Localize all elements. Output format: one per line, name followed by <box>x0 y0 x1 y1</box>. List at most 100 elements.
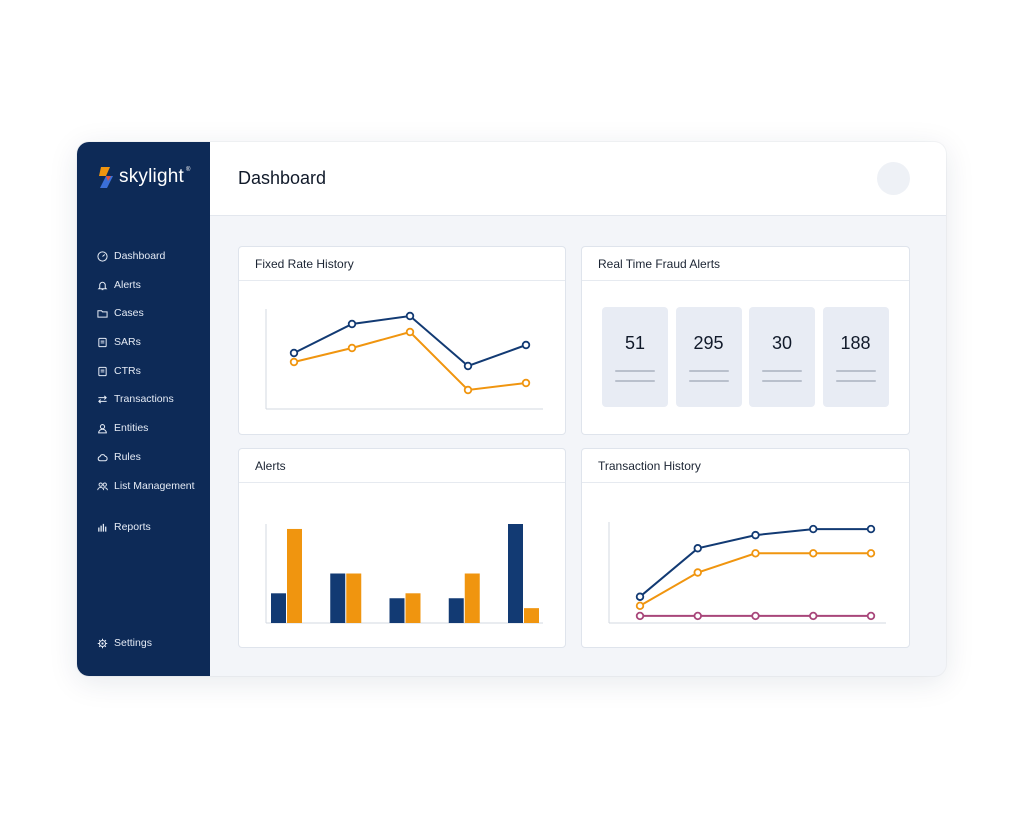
fraud-stat-tile[interactable]: 30 <box>749 307 815 407</box>
bar <box>464 573 480 623</box>
data-point <box>866 549 876 558</box>
card-title: Alerts <box>239 449 565 483</box>
transaction-history-chart <box>608 522 886 624</box>
sidebar-item-transactions[interactable]: Transactions <box>97 393 207 422</box>
placeholder-line <box>835 380 876 382</box>
data-point <box>405 311 415 321</box>
fixed-rate-history-card: Fixed Rate History <box>238 246 566 435</box>
user-icon <box>98 424 107 434</box>
sidebar-item-label: Reports <box>114 520 151 533</box>
data-point <box>809 611 818 621</box>
transaction-history-card: Transaction History <box>581 448 910 648</box>
bar-chart-icon <box>98 523 107 532</box>
sidebar: skylight ® Dashboard Alerts Cases SARs <box>77 142 210 676</box>
brand-name: skylight <box>119 166 184 187</box>
brand[interactable]: skylight ® <box>97 164 190 190</box>
avatar[interactable] <box>877 162 910 195</box>
fraud-stat-tile[interactable]: 188 <box>822 307 889 407</box>
data-point <box>751 611 760 621</box>
bar <box>330 573 346 623</box>
fixed-rate-history-chart <box>265 309 543 410</box>
data-point <box>635 611 645 621</box>
bar <box>346 573 362 623</box>
placeholder-line <box>615 380 655 382</box>
bar <box>448 598 464 623</box>
data-point <box>809 549 818 558</box>
fraud-stat-tile[interactable]: 51 <box>602 307 668 407</box>
alerts-chart <box>265 524 543 624</box>
sidebar-item-rules[interactable]: Rules <box>97 451 207 480</box>
bar <box>405 593 421 623</box>
fraud-stat-value: 188 <box>840 333 871 353</box>
sidebar-item-reports[interactable]: Reports <box>97 521 207 550</box>
sidebar-item-ctrs[interactable]: CTRs <box>97 365 207 394</box>
data-point <box>693 544 702 553</box>
bar <box>524 608 539 623</box>
fraud-stat-value: 51 <box>624 333 646 353</box>
data-point <box>635 601 645 611</box>
group-icon <box>97 482 108 490</box>
data-point <box>866 611 876 621</box>
bar <box>508 524 523 623</box>
sidebar-item-settings[interactable]: Settings <box>97 637 152 650</box>
sidebar-item-label: Cases <box>114 307 144 320</box>
bar <box>287 528 302 623</box>
brand-registered-mark: ® <box>185 167 191 173</box>
bar <box>389 598 405 623</box>
data-point <box>463 385 473 395</box>
dashboard-icon <box>97 251 108 262</box>
data-point <box>405 327 415 337</box>
sidebar-item-label: List Management <box>114 479 195 492</box>
sidebar-item-label: Dashboard <box>114 250 166 262</box>
document-icon <box>98 337 107 348</box>
header: Dashboard <box>210 142 946 216</box>
data-point <box>463 361 473 371</box>
data-point <box>693 611 702 621</box>
data-point <box>347 343 357 353</box>
series-line-1 <box>293 330 527 392</box>
data-point <box>347 319 357 329</box>
data-point <box>289 357 299 367</box>
fraud-stat-tile[interactable]: 295 <box>675 307 742 407</box>
sidebar-item-cases[interactable]: Cases <box>97 307 207 336</box>
placeholder-line <box>835 370 876 372</box>
app-window: skylight ® Dashboard Alerts Cases SARs <box>77 142 946 676</box>
real-time-fraud-alerts-card: Real Time Fraud Alerts 51 295 30 188 <box>581 246 910 435</box>
data-point <box>751 530 760 540</box>
document-icon <box>98 366 107 376</box>
settings-label: Settings <box>114 637 152 649</box>
skylight-logo-icon <box>99 167 113 188</box>
sidebar-item-list-management[interactable]: List Management <box>97 480 207 521</box>
fraud-stat-value: 295 <box>693 333 724 353</box>
sidebar-item-sars[interactable]: SARs <box>97 336 207 365</box>
data-point <box>866 524 876 534</box>
sidebar-item-label: SARs <box>114 336 141 349</box>
page-title: Dashboard <box>238 168 327 188</box>
sidebar-item-entities[interactable]: Entities <box>97 422 207 451</box>
sidebar-item-dashboard[interactable]: Dashboard <box>97 250 207 279</box>
sidebar-item-label: Entities <box>114 422 149 435</box>
cloud-icon <box>97 453 108 462</box>
fraud-stat-value: 30 <box>771 333 793 353</box>
alerts-card: Alerts <box>238 448 566 648</box>
card-title: Fixed Rate History <box>239 247 565 281</box>
card-title: Transaction History <box>582 449 909 483</box>
placeholder-line <box>615 370 655 372</box>
bell-icon <box>97 281 108 290</box>
sidebar-item-label: Rules <box>114 450 141 463</box>
placeholder-line <box>688 370 729 372</box>
data-point <box>693 568 702 577</box>
sidebar-item-alerts[interactable]: Alerts <box>97 279 207 308</box>
transfer-icon <box>98 395 107 404</box>
folder-icon <box>97 310 108 319</box>
data-point <box>635 592 645 601</box>
sidebar-item-label: CTRs <box>114 364 141 377</box>
sidebar-nav: Dashboard Alerts Cases SARs CTRs Transac… <box>97 250 207 549</box>
bar <box>271 593 286 623</box>
data-point <box>521 378 531 388</box>
data-point <box>289 348 299 358</box>
data-point <box>521 340 531 350</box>
placeholder-line <box>762 380 802 382</box>
data-point <box>751 549 760 558</box>
card-title: Real Time Fraud Alerts <box>582 247 909 281</box>
